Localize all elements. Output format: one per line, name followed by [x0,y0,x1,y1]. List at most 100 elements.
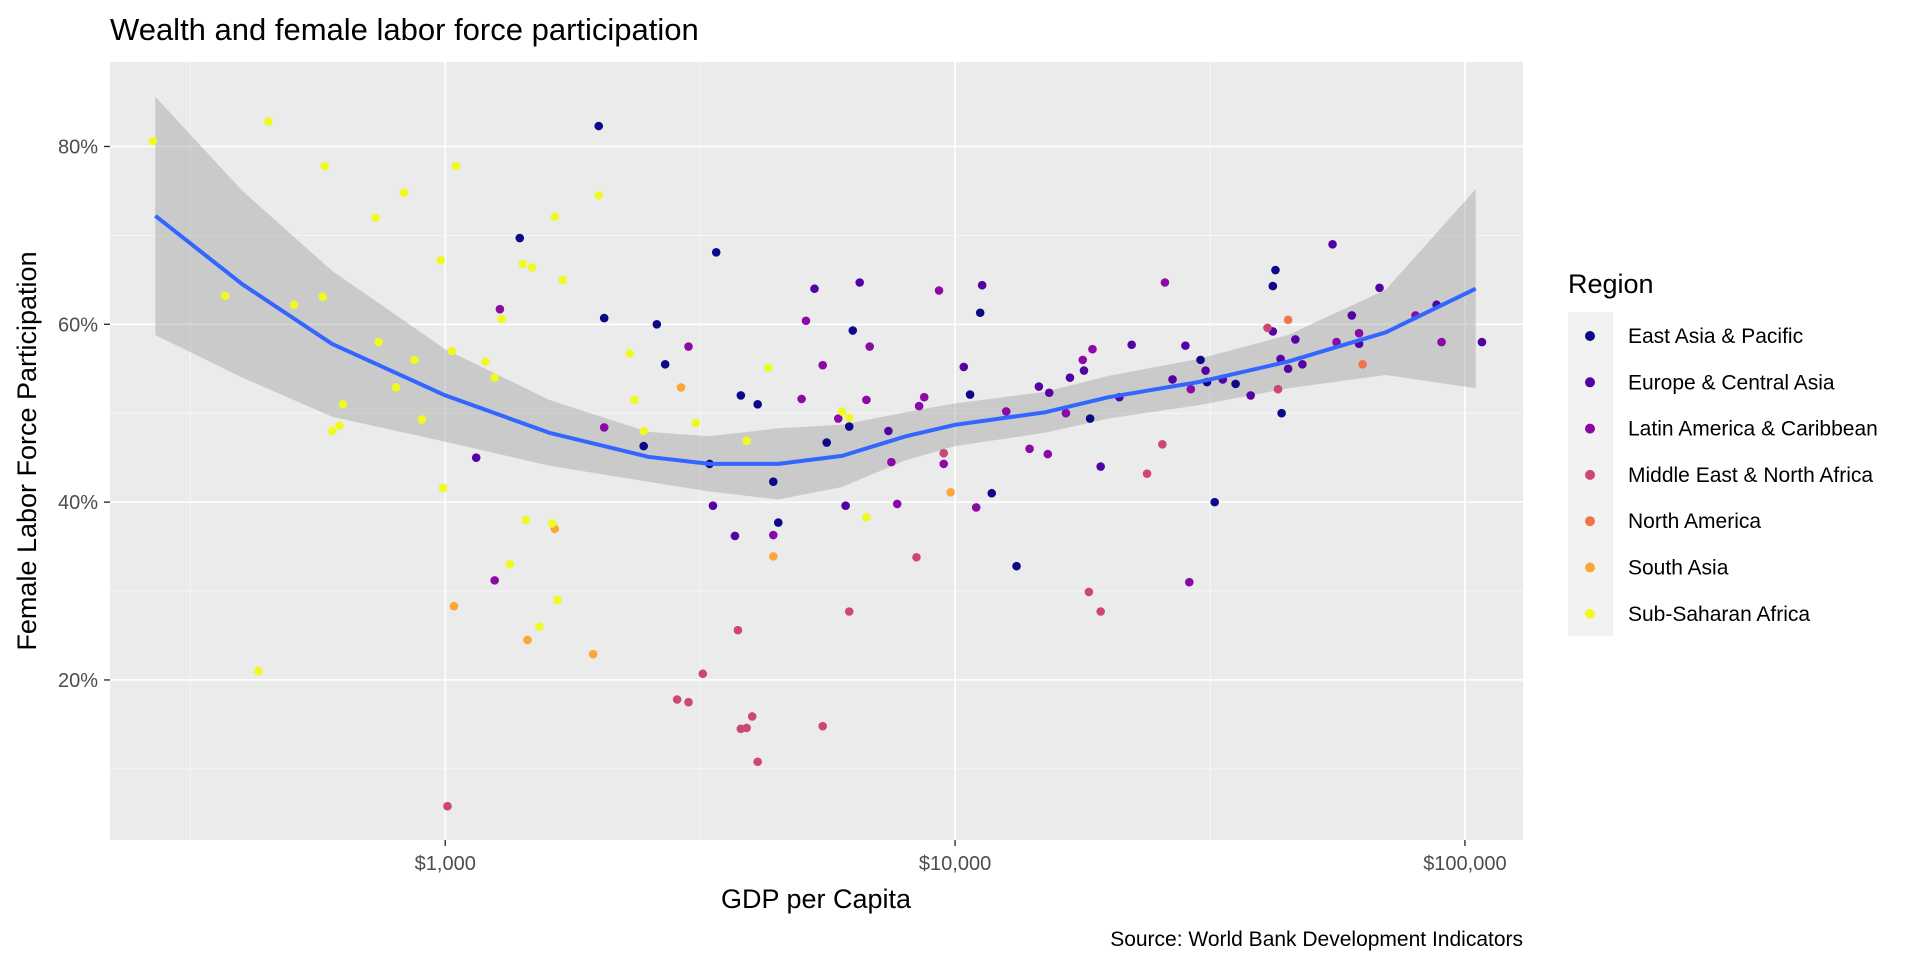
data-point [818,721,828,731]
data-point [946,488,955,497]
data-point [810,284,819,294]
data-point [1088,344,1097,354]
legend-label: Latin America & Caribbean [1628,418,1878,441]
data-point [497,314,506,324]
data-point [730,531,740,541]
data-point [1079,366,1089,375]
data-point [1084,587,1094,597]
legend-key [1585,469,1595,480]
data-point [594,121,604,131]
data-point [818,360,828,370]
y-axis-title: Female Labor Force Participation [12,251,42,650]
data-point [1268,281,1278,291]
data-point [769,477,778,486]
data-point [639,426,648,436]
data-point [1085,414,1095,423]
data-point [523,635,532,645]
data-point [1181,341,1190,350]
data-point [887,457,896,467]
data-point [148,136,158,146]
y-tick-label: 60% [58,314,98,336]
data-point [801,316,811,326]
data-point [490,373,499,382]
data-point [844,413,854,422]
data-point [975,308,985,318]
data-point [264,117,273,126]
data-point [1328,239,1337,249]
data-point [892,499,902,509]
legend-key [1585,331,1595,341]
data-point [753,757,762,767]
legend: Region East Asia & Pacific Europe & Centr… [1568,269,1878,636]
data-point [527,263,537,272]
data-point [521,515,531,525]
data-point [797,394,806,404]
legend-items: East Asia & Pacific Europe & Central Asia… [1585,325,1878,626]
data-point [676,383,686,392]
smooth-line [154,214,1477,466]
data-point [599,313,609,323]
data-point [742,723,751,733]
data-point [1271,265,1280,275]
data-point [747,712,757,721]
confidence-band-layer [155,96,1476,500]
data-point [553,595,562,605]
data-point [1231,379,1240,389]
data-point [449,601,459,611]
data-point [848,326,858,335]
legend-label: East Asia & Pacific [1628,325,1803,348]
data-point [844,607,854,616]
data-point [934,286,944,295]
data-point [684,342,693,351]
data-point [965,390,975,399]
data-point [769,530,778,540]
data-point [672,695,682,704]
data-point [1201,366,1210,375]
data-point [1043,449,1053,459]
data-point [558,275,568,285]
data-point [639,441,648,451]
data-point [515,233,525,243]
data-point [865,342,874,351]
data-point [1273,384,1283,394]
data-point [763,363,773,373]
legend-label: Middle East & North Africa [1628,464,1873,487]
data-point [987,488,997,498]
data-point [518,259,528,269]
data-point [1210,497,1219,507]
legend-key [1585,562,1595,573]
legend-label: Sub-Saharan Africa [1628,603,1810,626]
data-point [862,512,871,522]
data-point [550,212,560,222]
data-points [148,117,1487,811]
y-tick-label: 20% [58,670,98,692]
data-point [318,292,328,302]
data-point [1437,337,1446,347]
x-tick-label: $100,000 [1423,853,1506,875]
data-point [919,392,929,402]
data-point [374,337,383,347]
data-point [660,360,670,369]
data-point [481,357,490,366]
legend-key [1585,516,1595,527]
legend-key [1585,377,1595,388]
data-point [338,400,348,409]
data-point [1283,364,1293,374]
data-point [1096,462,1105,471]
data-point [1034,382,1044,391]
data-point [914,401,924,411]
data-point [1375,283,1384,293]
data-point [505,560,515,569]
data-point [1277,408,1286,418]
data-point [1186,384,1196,394]
data-point [327,426,337,436]
data-point [451,161,461,171]
data-point [335,421,344,430]
data-point [1096,607,1105,616]
data-point [1358,360,1367,369]
data-point [535,622,544,631]
data-point [410,355,419,365]
data-point [417,415,427,424]
legend-key [1585,608,1595,619]
